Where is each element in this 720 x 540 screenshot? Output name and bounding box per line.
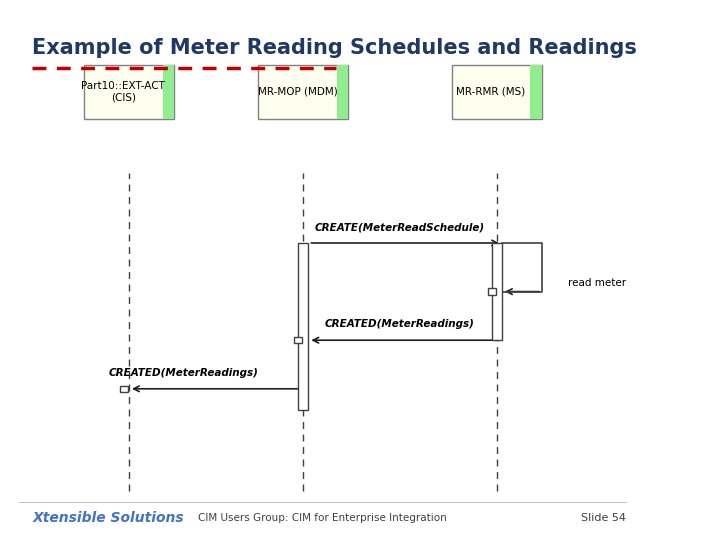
- Bar: [487, 288, 495, 295]
- Text: Slide 54: Slide 54: [581, 514, 626, 523]
- Text: CREATED(MeterReadings): CREATED(MeterReadings): [109, 368, 258, 378]
- Text: MR-RMR (MS): MR-RMR (MS): [456, 87, 526, 97]
- Text: Xtensible Solutions: Xtensible Solutions: [32, 511, 184, 525]
- Text: CREATE(MeterReadSchedule): CREATE(MeterReadSchedule): [315, 222, 485, 232]
- Bar: [84, 65, 174, 119]
- Text: read meter: read meter: [568, 279, 626, 288]
- Text: Part10::EXT-ACT
(CIS): Part10::EXT-ACT (CIS): [81, 81, 165, 103]
- Bar: [163, 65, 174, 119]
- Bar: [298, 243, 308, 410]
- Text: CIM Users Group: CIM for Enterprise Integration: CIM Users Group: CIM for Enterprise Inte…: [198, 514, 447, 523]
- Bar: [451, 65, 542, 119]
- Text: Example of Meter Reading Schedules and Readings: Example of Meter Reading Schedules and R…: [32, 38, 637, 58]
- Text: MR-MOP (MDM): MR-MOP (MDM): [258, 87, 338, 97]
- Text: CREATED(MeterReadings): CREATED(MeterReadings): [325, 319, 475, 329]
- Bar: [531, 65, 542, 119]
- Bar: [337, 65, 348, 119]
- Bar: [294, 337, 302, 343]
- Bar: [492, 243, 502, 340]
- Bar: [120, 386, 127, 392]
- Bar: [258, 65, 348, 119]
